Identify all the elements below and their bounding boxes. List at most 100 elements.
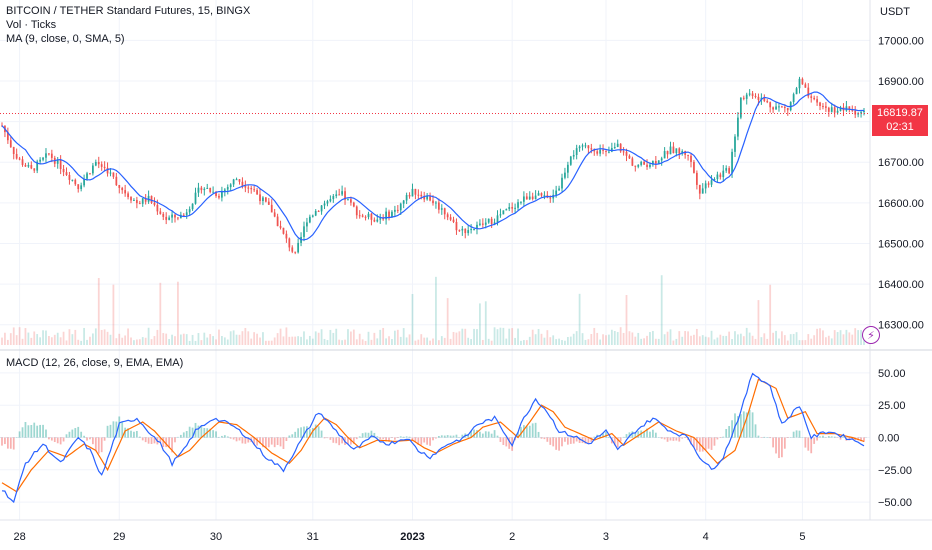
macd-histogram-bar — [347, 437, 349, 445]
volume-bar — [587, 339, 590, 345]
candle-body — [479, 223, 481, 225]
candle-body — [783, 106, 786, 108]
macd-histogram-bar — [106, 425, 109, 438]
volume-bars — [1, 275, 865, 345]
candle-body — [185, 212, 188, 216]
candle-body — [232, 179, 235, 185]
candle-body — [514, 207, 516, 209]
macd-histogram-bar — [21, 427, 24, 438]
candle-body — [426, 196, 429, 200]
volume-bar — [458, 331, 461, 345]
macd-histogram-bar — [552, 437, 555, 447]
ma-indicator-label[interactable]: MA (9, close, 0, SMA, 5) — [6, 33, 125, 45]
macd-histogram-bar — [801, 437, 804, 438]
macd-histogram-bar — [429, 437, 431, 446]
volume-bar — [92, 333, 94, 345]
volume-bar — [121, 337, 124, 345]
macd-histogram-bar — [185, 431, 188, 438]
macd-histogram-bar — [863, 437, 865, 442]
macd-axis[interactable]: 50.00 25.00 0.00 −25.00 −50.00 — [878, 368, 912, 509]
candle-body — [558, 188, 560, 191]
volume-bar — [514, 337, 516, 345]
volume-bar — [115, 338, 118, 345]
candle-body — [247, 187, 250, 189]
volume-bar — [605, 335, 607, 345]
macd-histogram-bar — [783, 437, 786, 449]
candle-body — [388, 211, 390, 218]
macd-histogram-bar — [394, 437, 396, 440]
candle-body — [640, 161, 643, 165]
volume-bar — [329, 329, 332, 345]
candle-body — [223, 189, 226, 192]
volume-bar — [253, 332, 256, 345]
macd-histogram-bar — [657, 437, 660, 438]
macd-histogram-bar — [221, 435, 223, 438]
time-axis[interactable]: 28 29 30 31 2023 2 3 4 5 — [13, 531, 805, 543]
macd-histogram-bar — [508, 437, 511, 449]
volume-bar — [247, 331, 250, 345]
chart-legend[interactable]: BITCOIN / TETHER Standard Futures, 15, B… — [6, 4, 250, 46]
price-axis[interactable]: 17000.0016900.0016800.0016700.0016600.00… — [878, 35, 924, 331]
volume-bar — [663, 334, 666, 345]
candle-body — [810, 96, 813, 98]
macd-histogram-bar — [212, 430, 214, 438]
volume-bar — [470, 339, 472, 345]
candle-body — [402, 200, 405, 204]
candle-body — [581, 145, 584, 147]
macd-histogram-bar — [294, 431, 297, 438]
volume-bar — [285, 327, 288, 345]
macd-histogram-bar — [479, 431, 481, 438]
macd-histogram-bar — [851, 437, 854, 439]
macd-histogram-bar — [15, 437, 18, 438]
candle-body — [813, 97, 816, 100]
candle-body — [256, 190, 258, 195]
macd-histogram-bar — [24, 422, 27, 438]
volume-bar — [857, 330, 860, 345]
macd-histogram-bar — [6, 437, 9, 449]
lightning-icon[interactable]: ⚡ — [862, 326, 880, 344]
volume-bar — [250, 338, 253, 345]
volume-bar — [640, 338, 643, 345]
candle-body — [50, 153, 53, 158]
volume-bar — [373, 332, 376, 345]
macd-histogram-bar — [461, 434, 464, 438]
candle-body — [77, 184, 80, 190]
vol-indicator-label[interactable]: Vol · Ticks — [6, 19, 57, 31]
volume-bar — [33, 331, 36, 345]
macd-histogram-bar — [262, 437, 264, 448]
candle-body — [628, 155, 631, 159]
macd-histogram-bar — [171, 437, 173, 453]
candle-body — [432, 200, 434, 204]
volume-bar — [561, 340, 563, 345]
macd-histogram-bar — [103, 437, 106, 441]
macd-histogram-bar — [229, 437, 232, 439]
macd-histogram-bar — [546, 437, 549, 442]
macd-histogram-bar — [338, 437, 341, 446]
volume-bar — [766, 338, 769, 345]
volume-bar — [660, 275, 663, 345]
volume-bar — [760, 337, 763, 345]
symbol-title[interactable]: BITCOIN / TETHER Standard Futures, 15, B… — [6, 5, 251, 17]
macd-indicator-label[interactable]: MACD (12, 26, close, 9, EMA, EMA) — [6, 357, 184, 369]
candle-body — [616, 143, 619, 147]
candle-body — [537, 193, 540, 196]
macd-histogram-bar — [341, 437, 343, 444]
macd-histogram-bar — [848, 437, 851, 441]
candle-body — [191, 203, 194, 210]
candle-body — [737, 117, 739, 137]
volume-bar — [484, 301, 487, 345]
volume-bar — [446, 298, 449, 345]
volume-bar — [426, 337, 429, 345]
volume-bar — [452, 331, 455, 345]
macd-legend[interactable]: MACD (12, 26, close, 9, EMA, EMA) — [6, 356, 183, 370]
volume-bar — [326, 340, 329, 345]
volume-bar — [182, 333, 185, 345]
volume-bar — [710, 330, 713, 345]
macd-histogram-bar — [704, 437, 707, 451]
candle-body — [36, 161, 39, 171]
volume-bar — [778, 338, 780, 345]
macd-histogram-bar — [56, 437, 59, 444]
volume-bar — [490, 340, 493, 345]
macd-histogram-bar — [33, 422, 36, 438]
